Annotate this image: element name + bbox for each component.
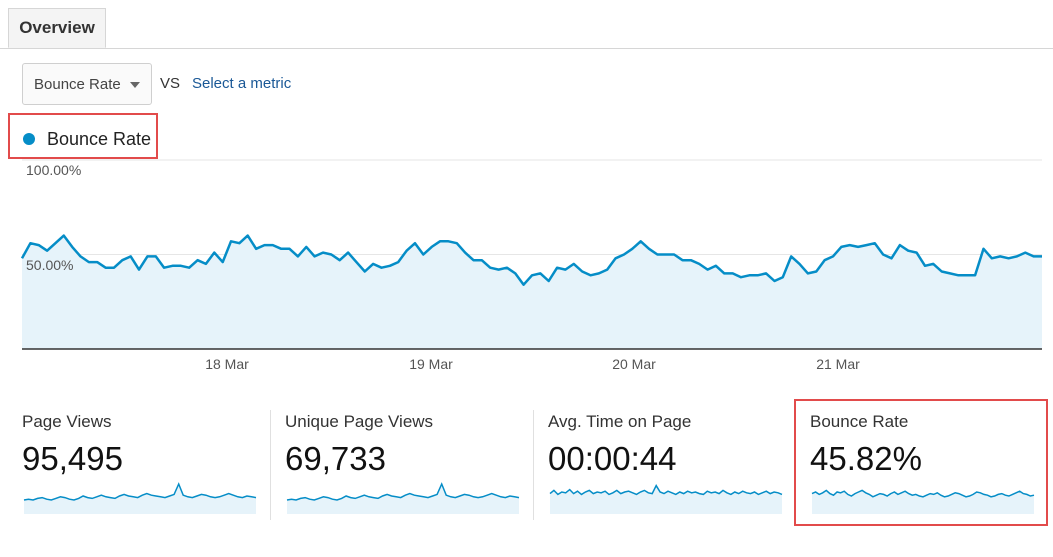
stat-label: Unique Page Views	[285, 412, 434, 431]
bounce-rate-highlight-box	[794, 399, 1048, 526]
stat-divider	[533, 410, 534, 520]
stat-value: 95,495	[22, 440, 123, 477]
metric-select[interactable]: Bounce Rate	[22, 63, 152, 105]
metric-select-value: Bounce Rate	[34, 75, 121, 93]
page-views-sparkline	[23, 482, 257, 514]
sparkline-line	[23, 482, 257, 501]
vs-label: VS	[160, 75, 181, 92]
sparkline-line	[811, 489, 1035, 498]
select-metric-link[interactable]: Select a metric	[192, 75, 292, 92]
sparkline-line	[549, 484, 783, 496]
sparkline-area	[550, 485, 782, 514]
stat-label: Avg. Time on Page	[548, 412, 692, 431]
x-tick-label-20-mar: 20 Mar	[612, 356, 656, 372]
x-tick-label-18-mar: 18 Mar	[205, 356, 249, 372]
x-tick-label-21-mar: 21 Mar	[816, 356, 860, 372]
y-tick-label-100: 100.00%	[26, 162, 82, 178]
stat-value: 00:00:44	[548, 440, 677, 477]
avg-time-sparkline	[549, 484, 783, 514]
bounce-rate-sparkline	[811, 489, 1035, 514]
caret-down-icon	[130, 82, 140, 88]
stat-value: 69,733	[285, 440, 386, 477]
series-line-bounce-rate	[20, 234, 1042, 286]
legend-dot-icon	[23, 133, 35, 145]
tab-bar: Overview	[0, 0, 1053, 49]
y-tick-label-50: 50.00%	[26, 257, 74, 273]
sparkline-area	[812, 490, 1034, 514]
stat-divider	[270, 410, 271, 520]
unique-page-views-sparkline	[286, 482, 520, 514]
sparkline-area	[24, 484, 256, 514]
tab-overview[interactable]: Overview	[8, 8, 106, 48]
sparkline-line	[286, 482, 520, 501]
stat-label: Bounce Rate	[810, 412, 909, 431]
stat-value: 45.82%	[810, 440, 922, 477]
x-tick-label-19-mar: 19 Mar	[409, 356, 453, 372]
legend-label[interactable]: Bounce Rate	[47, 129, 152, 149]
sparkline-area	[287, 484, 519, 514]
legend-highlight-box	[8, 113, 158, 159]
bounce-rate-chart[interactable]	[0, 0, 1053, 400]
series-area-bounce-rate	[22, 235, 1042, 349]
stat-label: Page Views	[22, 412, 112, 431]
